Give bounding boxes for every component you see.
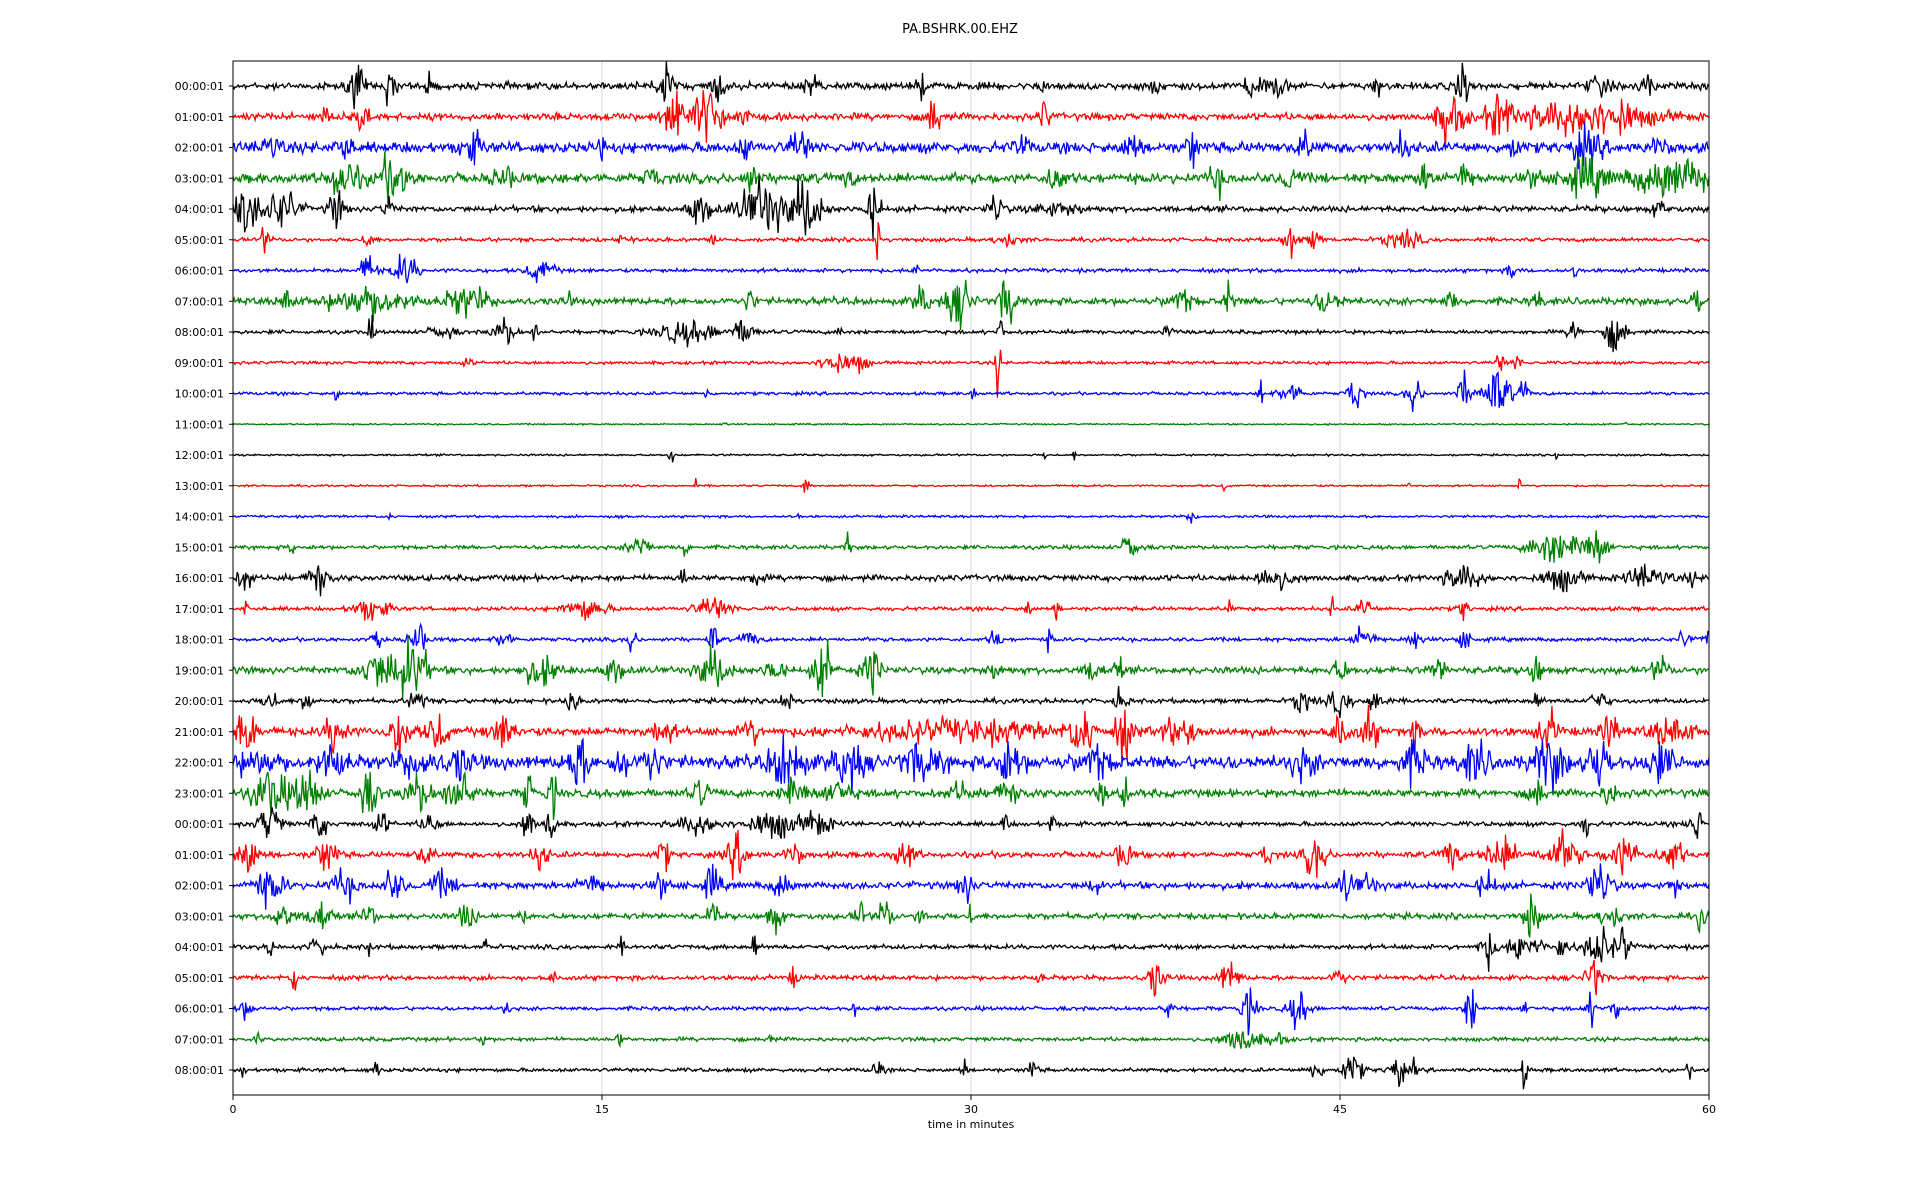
row-time-label: 21:00:01 (175, 726, 224, 739)
trace-row (232, 314, 1710, 353)
row-time-label: 06:00:01 (175, 265, 224, 278)
trace-row (232, 450, 1710, 463)
row-time-label: 20:00:01 (175, 695, 224, 708)
row-time-label: 10:00:01 (175, 388, 224, 401)
trace-row (232, 925, 1710, 972)
row-time-label: 02:00:01 (175, 880, 224, 893)
trace-row (232, 959, 1710, 998)
trace-row (232, 634, 1710, 699)
trace-row (232, 369, 1710, 412)
trace-row (232, 511, 1710, 524)
trace-row (232, 563, 1710, 597)
trace-row (232, 685, 1710, 719)
axes-layer: 00:00:01 01:00:01 02:00:01 03:00:01 04:00:01… (175, 60, 1716, 1131)
row-time-label: 08:00:01 (175, 326, 224, 339)
row-time-label: 13:00:01 (175, 480, 224, 493)
trace-row (232, 121, 1709, 170)
row-time-label: 07:00:01 (175, 295, 224, 308)
row-time-label: 03:00:01 (175, 172, 224, 185)
row-time-label: 06:00:01 (175, 1003, 224, 1016)
row-time-label: 01:00:01 (175, 111, 224, 124)
trace-row (232, 622, 1710, 654)
trace-row (232, 349, 1710, 398)
x-tick-label: 60 (1702, 1103, 1716, 1116)
row-time-label: 12:00:01 (175, 449, 224, 462)
x-tick-label: 30 (964, 1103, 978, 1116)
trace-row (232, 807, 1710, 839)
trace-row (232, 704, 1710, 764)
trace-row (232, 151, 1710, 204)
trace-row (232, 734, 1710, 795)
row-time-label: 03:00:01 (175, 910, 224, 923)
trace-row (232, 1030, 1710, 1050)
row-time-label: 02:00:01 (175, 142, 224, 155)
x-axis-label: time in minutes (928, 1118, 1015, 1131)
trace-row (232, 1056, 1710, 1090)
trace-row (232, 421, 1710, 427)
row-time-label: 16:00:01 (175, 572, 224, 585)
row-time-label: 11:00:01 (175, 418, 224, 431)
trace-row (232, 863, 1710, 910)
chart-title: PA.BSHRK.00.EHZ (902, 22, 1018, 37)
x-tick-label: 0 (230, 1103, 237, 1116)
row-time-label: 09:00:01 (175, 357, 224, 370)
row-time-label: 00:00:01 (175, 80, 224, 93)
row-time-label: 22:00:01 (175, 757, 224, 770)
row-time-label: 17:00:01 (175, 603, 224, 616)
row-time-label: 05:00:01 (175, 234, 224, 247)
trace-row (232, 90, 1710, 149)
trace-layer (232, 61, 1710, 1090)
trace-row (232, 530, 1710, 564)
trace-row (232, 253, 1710, 284)
trace-row (232, 222, 1710, 261)
row-time-label: 19:00:01 (175, 664, 224, 677)
trace-row (232, 828, 1710, 881)
row-time-label: 04:00:01 (175, 203, 224, 216)
trace-row (232, 477, 1710, 493)
row-time-label: 18:00:01 (175, 634, 224, 647)
row-time-label: 05:00:01 (175, 972, 224, 985)
row-time-label: 14:00:01 (175, 511, 224, 524)
row-time-label: 23:00:01 (175, 787, 224, 800)
trace-row (232, 176, 1710, 239)
row-time-label: 08:00:01 (175, 1064, 224, 1077)
x-tick-label: 45 (1333, 1103, 1347, 1116)
row-time-label: 07:00:01 (175, 1033, 224, 1046)
row-time-label: 04:00:01 (175, 941, 224, 954)
trace-row (232, 893, 1710, 938)
x-tick-label: 15 (595, 1103, 609, 1116)
trace-row (232, 279, 1710, 331)
trace-row (232, 769, 1710, 821)
trace-row (232, 987, 1710, 1036)
row-time-label: 15:00:01 (175, 541, 224, 554)
row-time-label: 01:00:01 (175, 849, 224, 862)
row-time-label: 00:00:01 (175, 818, 224, 831)
trace-row (232, 595, 1710, 621)
trace-row (232, 61, 1710, 110)
